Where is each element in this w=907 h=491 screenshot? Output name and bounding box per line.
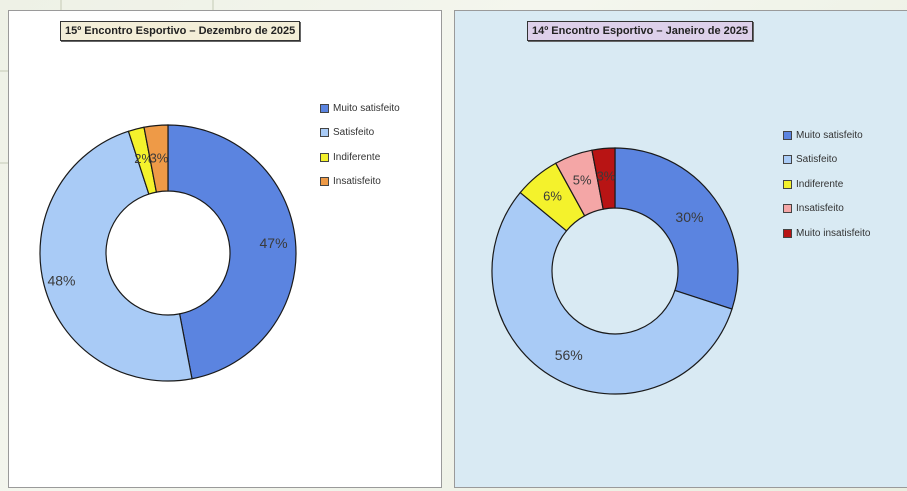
legend-swatch [783, 204, 792, 214]
legend-label: Indiferente [796, 178, 844, 190]
legend-swatch [783, 179, 792, 189]
donut-chart-december: 47% 48% 2%3% [39, 124, 297, 382]
legend-swatch [320, 177, 329, 187]
legend-item: Indiferente [783, 172, 870, 197]
legend-swatch [783, 155, 792, 165]
donut-chart-january: 30% 56% 6% 5% 3% [491, 147, 739, 395]
data-label: 2% [134, 151, 153, 166]
legend-label: Muito satisfeito [796, 129, 863, 141]
legend-swatch [783, 228, 792, 238]
legend-label: Indiferente [333, 151, 381, 163]
chart-title: 15º Encontro Esportivo – Dezembro de 202… [60, 21, 301, 41]
data-label: 6% [543, 188, 562, 203]
legend-item: Muito satisfeito [783, 123, 870, 148]
legend-item: Insatisfeito [783, 197, 870, 222]
legend-label: Muito insatisfeito [796, 227, 871, 239]
chart-panel-december: 15º Encontro Esportivo – Dezembro de 202… [8, 10, 442, 488]
donut-slice-insatisfeito [143, 124, 169, 193]
legend-swatch [320, 152, 329, 162]
legend-item: Indiferente [320, 145, 400, 170]
data-label: 5% [573, 173, 592, 188]
legend-item: Muito satisfeito [320, 96, 400, 121]
legend-item: Muito insatisfeito [783, 221, 870, 246]
data-label: 48% [47, 272, 75, 288]
donut-slice-satisfeito [39, 130, 193, 382]
legend-swatch [320, 103, 329, 113]
data-label: 47% [260, 235, 288, 251]
legend-label: Satisfeito [796, 154, 838, 166]
chart-title: 14º Encontro Esportivo – Janeiro de 2025 [527, 21, 754, 41]
donut-slice-muito-insatisfeito [591, 147, 616, 210]
data-label: 3% [150, 150, 169, 165]
legend-item: Satisfeito [320, 121, 400, 146]
donut-slice-muito-satisfeito [614, 147, 739, 310]
legend-label: Muito satisfeito [333, 102, 400, 114]
legend-label: Satisfeito [333, 127, 375, 139]
legend-label: Insatisfeito [796, 203, 844, 215]
data-label: 56% [555, 347, 583, 363]
chart-legend: Muito satisfeito Satisfeito Indiferente Ins… [320, 96, 400, 194]
chart-legend: Muito satisfeito Satisfeito Indiferente Ins… [783, 123, 870, 246]
donut-slice-satisfeito [491, 191, 733, 395]
donut-slice-muito-satisfeito [167, 124, 297, 380]
data-label: 30% [675, 209, 703, 225]
legend-item: Insatisfeito [320, 170, 400, 195]
chart-panel-january: 14º Encontro Esportivo – Janeiro de 2025… [454, 10, 907, 488]
legend-item: Satisfeito [783, 148, 870, 173]
legend-label: Insatisfeito [333, 176, 381, 188]
data-label: 3% [597, 168, 616, 183]
legend-swatch [320, 128, 329, 138]
legend-swatch [783, 130, 792, 140]
